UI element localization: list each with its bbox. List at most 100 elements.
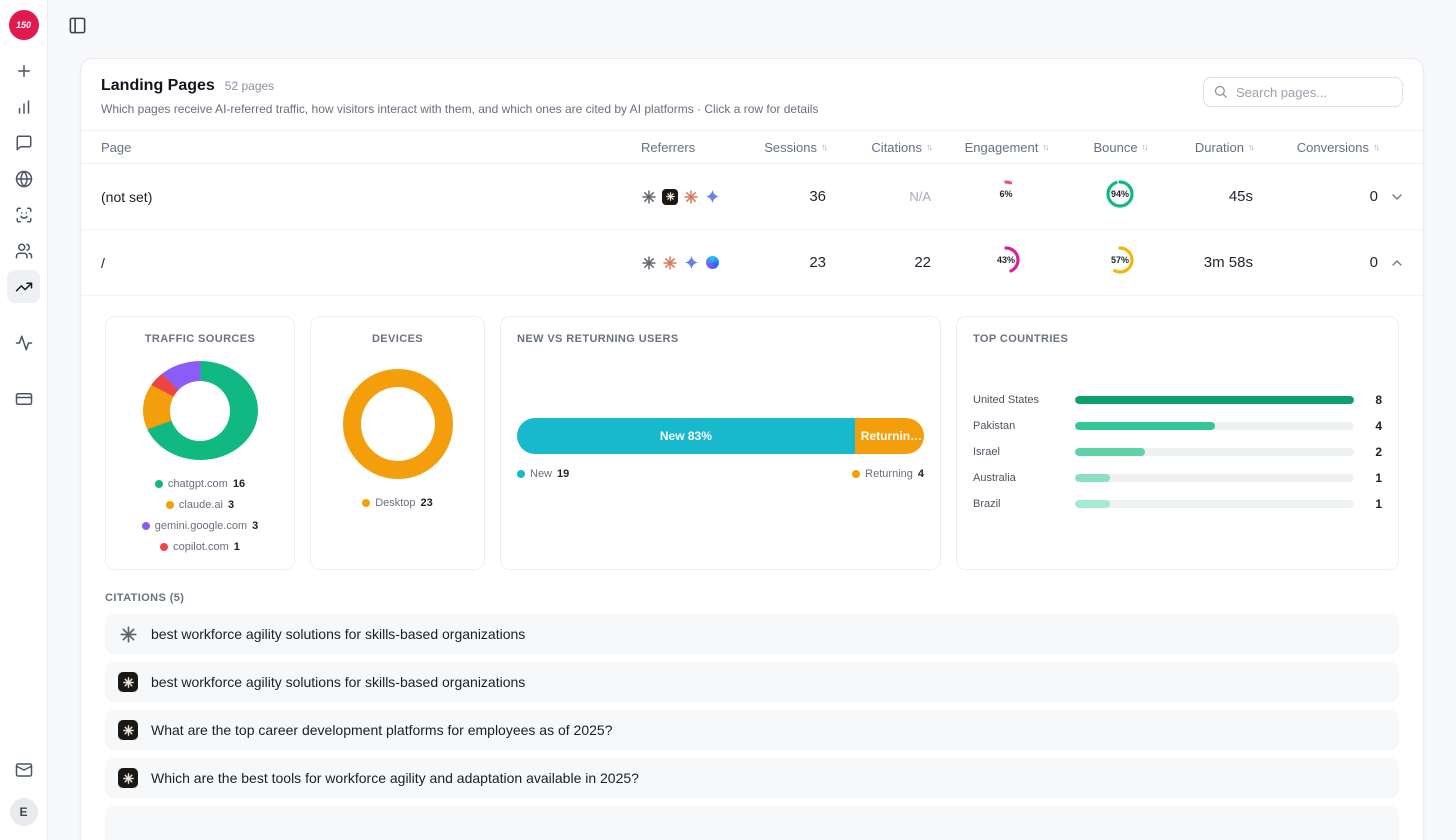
table-header: Page Referrers Sessions ↑↓ Citations ↑↓ En…: [81, 130, 1423, 164]
sidebar-item-new[interactable]: [7, 54, 40, 87]
sidebar-item-messages[interactable]: [7, 126, 40, 159]
table-row[interactable]: / 23 22 43% 57% 3m 58s 0: [81, 230, 1423, 296]
donut-hole: [360, 387, 435, 461]
scan-face-icon: [16, 207, 31, 222]
claude-app-icon: [118, 720, 138, 740]
citation-item[interactable]: Which are the best tools for workforce a…: [105, 758, 1399, 798]
sidebar-item-analytics[interactable]: [7, 90, 40, 123]
citation-item[interactable]: What are the top career development plat…: [105, 710, 1399, 750]
citation-item[interactable]: best workforce agility solutions for ski…: [105, 614, 1399, 654]
sessions-cell: 23: [809, 254, 826, 271]
main-content: Landing Pages 52 pages Which pages recei…: [48, 0, 1456, 840]
citations-cell: 22: [914, 254, 931, 271]
user-avatar[interactable]: E: [9, 798, 38, 826]
search-input[interactable]: [1203, 77, 1403, 107]
sidebar-item-mail[interactable]: [7, 753, 40, 786]
activity-icon: [15, 335, 32, 350]
message-icon: [16, 135, 31, 150]
legend-item: gemini.google.com 3: [141, 520, 258, 532]
country-row: United States 8: [973, 392, 1382, 407]
sidebar: 150: [0, 0, 48, 840]
chatgpt-icon: [118, 624, 138, 644]
new-vs-returning-legend: New 19 Returning 4: [517, 468, 924, 480]
sort-icon: ↑↓: [1373, 142, 1380, 152]
sort-icon: ↑↓: [1141, 142, 1149, 152]
legend-item: Returning 4: [852, 468, 924, 480]
app-logo[interactable]: 150: [8, 10, 39, 40]
sort-icon: ↑↓: [926, 142, 933, 152]
pages-count-badge: 52 pages: [224, 79, 275, 93]
bounce-gauge: 94%: [1102, 176, 1138, 217]
citation-text: best workforce agility solutions for ski…: [151, 626, 526, 642]
legend-item: claude.ai 3: [165, 499, 234, 511]
sidebar-item-activity[interactable]: [7, 326, 40, 359]
citation-item[interactable]: best workforce agility solutions for ski…: [105, 662, 1399, 702]
citations-cell: N/A: [909, 189, 931, 204]
country-row: Australia 1: [973, 470, 1382, 485]
traffic-sources-donut: [142, 361, 258, 460]
page-cell: (not set): [101, 188, 153, 205]
sidebar-item-users[interactable]: [7, 234, 40, 267]
card-header: Landing Pages 52 pages Which pages recei…: [81, 59, 1423, 130]
column-header-duration[interactable]: Duration ↑↓: [1194, 139, 1255, 155]
row-detail-panel: TRAFFIC SOURCES chatgpt.com 16 claude.ai 3…: [81, 296, 1423, 840]
column-header-referrers: Referrers: [641, 139, 696, 155]
svg-text:57%: 57%: [1111, 255, 1129, 265]
globe-icon: [15, 170, 32, 187]
citations-section: CITATIONS (5) best workforce agility sol…: [105, 592, 1399, 840]
engagement-gauge: 43%: [988, 242, 1024, 283]
gemini-icon: [683, 255, 699, 271]
sort-icon: ↑↓: [1042, 142, 1049, 152]
search-box[interactable]: [1203, 77, 1403, 107]
duration-cell: 45s: [1228, 188, 1253, 205]
devices-title: DEVICES: [371, 333, 424, 345]
conversions-cell: 0: [1369, 188, 1378, 205]
column-header-engagement[interactable]: Engagement ↑↓: [964, 139, 1050, 155]
sidebar-item-billing[interactable]: [7, 382, 40, 415]
column-header-bounce[interactable]: Bounce ↑↓: [1093, 139, 1149, 155]
citation-text: What are the top career development plat…: [151, 722, 613, 738]
traffic-sources-legend: chatgpt.com 16 claude.ai 3 gemini.google.c…: [122, 478, 278, 553]
legend-item: chatgpt.com 16: [154, 478, 245, 490]
page-cell: /: [101, 254, 105, 271]
copilot-icon: [704, 255, 720, 271]
credit-card-icon: [15, 392, 32, 405]
new-vs-returning-title: NEW VS RETURNING USERS: [517, 333, 679, 345]
landing-pages-card: Landing Pages 52 pages Which pages recei…: [80, 58, 1424, 840]
devices-card: DEVICES Desktop 23: [310, 316, 485, 570]
citation-item[interactable]: [105, 806, 1399, 840]
chevron-up-icon[interactable]: [1389, 255, 1405, 271]
chatgpt-icon: [641, 189, 657, 205]
column-header-sessions[interactable]: Sessions ↑↓: [764, 139, 828, 155]
chevron-down-icon[interactable]: [1389, 189, 1405, 205]
legend-item: Desktop 23: [362, 497, 433, 509]
svg-text:6%: 6%: [999, 189, 1012, 199]
citation-text: Which are the best tools for workforce a…: [151, 770, 639, 786]
country-row: Brazil 1: [973, 496, 1382, 511]
table-row[interactable]: (not set) 36 N/A 6% 94% 45s 0: [81, 164, 1423, 230]
sidebar-item-trends[interactable]: [7, 270, 40, 303]
legend-item: New 19: [517, 468, 569, 480]
citation-text: best workforce agility solutions for ski…: [151, 674, 526, 690]
claude-icon: [683, 189, 699, 205]
sidebar-item-audience[interactable]: [7, 198, 40, 231]
donut-hole: [170, 380, 230, 441]
conversions-cell: 0: [1369, 254, 1378, 271]
sidebar-item-web[interactable]: [7, 162, 40, 195]
sidebar-toggle-button[interactable]: [64, 12, 91, 42]
gemini-icon: [704, 189, 720, 205]
panel-left-icon: [69, 17, 86, 34]
topbar: [48, 0, 1456, 54]
new-vs-returning-card: NEW VS RETURNING USERS New 83% Returning…: [500, 316, 941, 570]
duration-cell: 3m 58s: [1203, 254, 1253, 271]
page-subtitle: Which pages receive AI-referred traffic,…: [101, 102, 819, 116]
referrers-cell: [641, 255, 756, 271]
column-header-conversions[interactable]: Conversions ↑↓: [1296, 139, 1380, 155]
trending-up-icon: [15, 282, 32, 291]
plus-icon: [17, 64, 30, 77]
column-header-citations[interactable]: Citations ↑↓: [871, 139, 933, 155]
page-title: Landing Pages: [101, 77, 215, 94]
bounce-gauge: 57%: [1102, 242, 1138, 283]
legend-item: copilot.com 1: [160, 541, 240, 553]
